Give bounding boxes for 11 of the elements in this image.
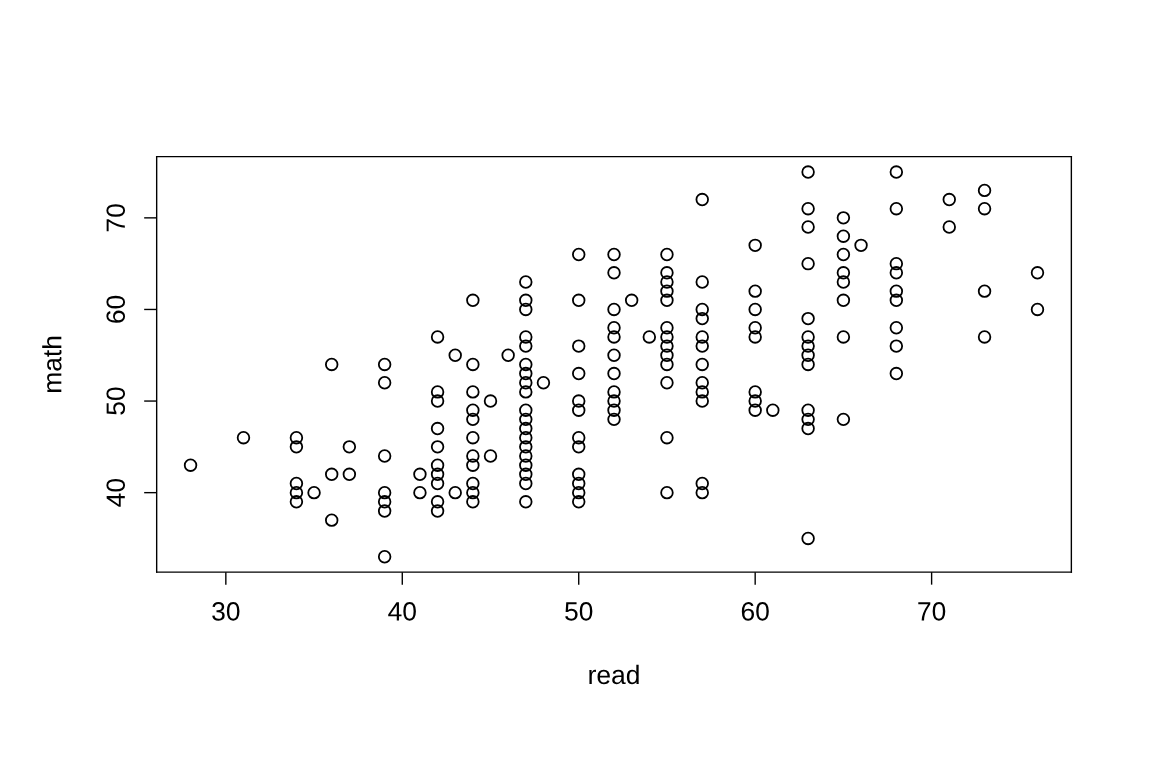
y-tick-label: 40 <box>106 479 126 507</box>
y-axis-title: math <box>42 336 62 392</box>
x-tick-label: 50 <box>565 602 593 621</box>
x-axis-title: read <box>589 664 639 685</box>
x-tick-label: 40 <box>388 602 416 621</box>
y-tick-label: 60 <box>106 295 126 323</box>
x-tick-label: 60 <box>741 602 769 621</box>
x-tick-label: 30 <box>212 602 240 621</box>
y-tick-label: 50 <box>106 387 126 415</box>
y-tick-label: 70 <box>106 204 126 232</box>
x-tick-label: 70 <box>918 602 946 621</box>
